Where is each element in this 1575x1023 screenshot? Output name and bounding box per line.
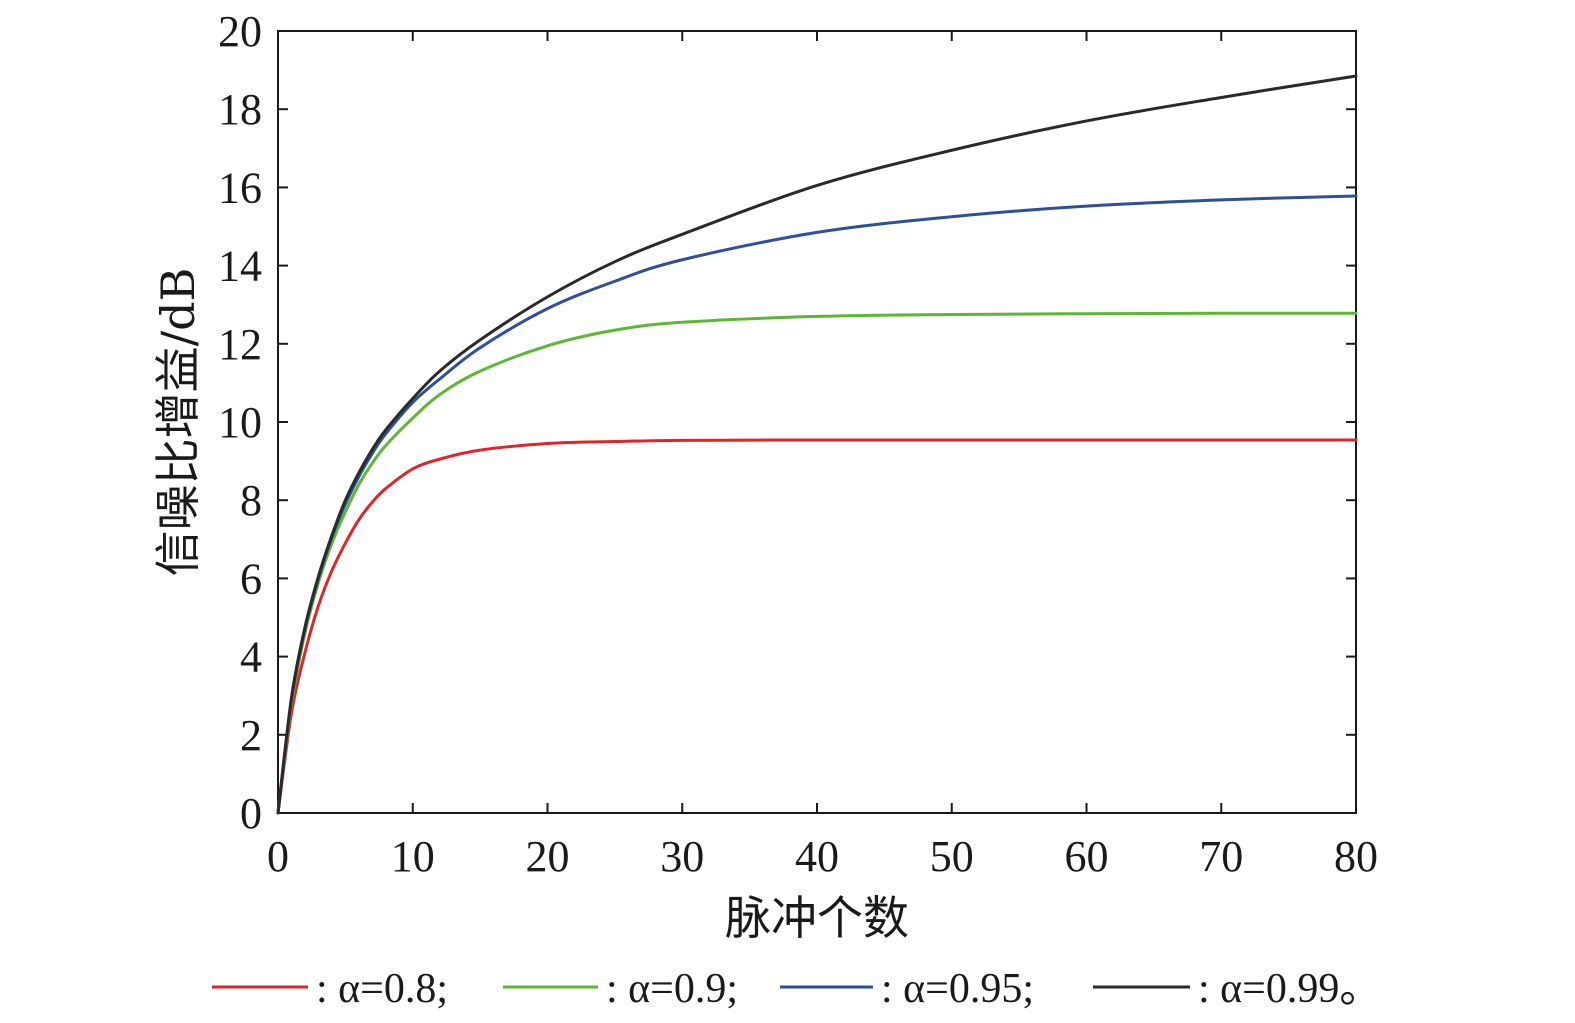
x-tick-label: 60 <box>1065 832 1109 881</box>
y-axis-title: 信噪比增益/dB <box>151 268 205 577</box>
ticks: 0 10 20 30 40 50 60 70 80 0 2 4 6 8 10 12 14 16 18 20 <box>218 7 1378 881</box>
y-tick-label: 2 <box>240 711 262 760</box>
series-line <box>276 194 1358 815</box>
x-tick-label: 20 <box>526 832 570 881</box>
plot-frame <box>277 30 1357 814</box>
y-tick-label: 0 <box>240 789 262 838</box>
x-tick-label: 70 <box>1199 832 1243 881</box>
y-tick-label: 20 <box>218 7 262 56</box>
y-tick-label: 12 <box>218 320 262 369</box>
series-line <box>276 311 1358 815</box>
y-tick-label: 8 <box>240 476 262 525</box>
x-tick-label: 40 <box>795 832 839 881</box>
y-tick-label: 16 <box>218 163 262 212</box>
y-tick-label: 4 <box>240 633 262 682</box>
legend: : α=0.8; : α=0.9; : α=0.95; : α=0.99。 <box>212 966 1381 1012</box>
x-axis-title: 脉冲个数 <box>725 891 909 945</box>
y-tick-label: 18 <box>218 85 262 134</box>
legend-label: : α=0.9; <box>606 966 738 1012</box>
x-tick-label: 80 <box>1334 832 1378 881</box>
legend-label: : α=0.99。 <box>1198 966 1381 1012</box>
series-layer <box>276 74 1358 815</box>
x-tick-label: 50 <box>930 832 974 881</box>
x-tick-label: 30 <box>660 832 704 881</box>
x-tick-label: 0 <box>267 832 289 881</box>
y-tick-label: 10 <box>218 398 262 447</box>
legend-label: : α=0.95; <box>881 966 1034 1012</box>
series-line <box>276 74 1358 815</box>
y-tick-label: 6 <box>240 554 262 603</box>
x-tick-label: 10 <box>391 832 435 881</box>
series-line <box>276 438 1358 815</box>
legend-label: : α=0.8; <box>316 966 448 1012</box>
y-tick-label: 14 <box>218 242 262 291</box>
